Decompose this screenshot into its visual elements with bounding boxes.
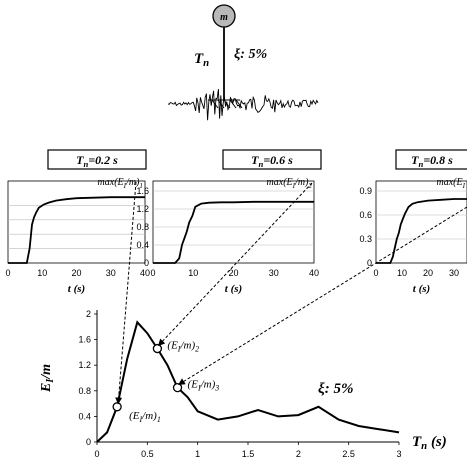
main-y-tick-label: 0 — [86, 437, 91, 447]
inset-title: Tn=0.6 s — [251, 153, 293, 169]
inset-title: Tn=0.8 s — [411, 153, 453, 169]
mass-label: m — [220, 12, 228, 23]
inset-x-axis-label: t (s) — [68, 283, 85, 295]
inset-x-axis-label: t (s) — [413, 283, 430, 295]
inset-x-tick-label: 20 — [423, 268, 433, 278]
main-y-tick-label: 1.6 — [78, 335, 91, 345]
main-y-tick-label: 2 — [86, 309, 91, 319]
inset-x-tick-label: 30 — [106, 268, 116, 278]
inset-plots: Tn=0.2 s max(EI/m)1 0 10 20 30 40 t (s) Tn=0.6 s… — [5, 149, 467, 295]
main-series-line — [96, 320, 400, 443]
inset-y-tick-label: 1.2 — [136, 204, 149, 214]
main-marker — [152, 343, 163, 354]
damping-label: ξ: 5% — [234, 47, 267, 62]
inset-y-tick-label: 0.4 — [136, 240, 149, 250]
main-y-tick-label: 0.8 — [78, 386, 91, 396]
inset-title-box — [222, 149, 322, 170]
inset-series-line — [8, 196, 145, 264]
inset-frame — [7, 180, 146, 264]
ground-motion-trace — [167, 88, 319, 121]
main-marker-label: (EI/m)1 — [129, 410, 161, 424]
inset-x-tick-label: 0 — [150, 268, 155, 278]
connector-line — [157, 182, 313, 347]
inset-y-tick-label: 0.8 — [136, 222, 149, 232]
inset-x-tick-label: 10 — [188, 268, 198, 278]
main-x-tick-label: 2 — [296, 449, 301, 459]
main-x-tick-label: 3 — [396, 449, 401, 459]
main-damping-annotation: ξ: 5% — [318, 381, 353, 397]
inset-x-tick-label: 40 — [140, 268, 150, 278]
main-marker — [172, 382, 183, 393]
main-x-tick-label: 0 — [94, 449, 99, 459]
connector-line — [177, 206, 467, 386]
inset-x-tick-label: 10 — [397, 268, 407, 278]
inset-max-label: max(EI/m)2 — [267, 177, 313, 190]
inset-x-tick-label: 30 — [269, 268, 279, 278]
inset-y-tick-label: 0.3 — [359, 234, 372, 244]
inset-x-tick-label: 40 — [309, 268, 319, 278]
main-y-tick-label: 1.2 — [78, 360, 91, 370]
inset-plot-1: Tn=0.2 s max(EI/m)1 0 10 20 30 40 t (s) — [5, 149, 150, 295]
inset-plot-3: Tn=0.8 s max(EI 0 10 20 30 0 0.3 0.6 0.9 t (s) — [359, 149, 467, 295]
inset-title-box — [47, 149, 147, 170]
main-x-tick-label: 1 — [195, 449, 200, 459]
inset-x-tick-label: 0 — [373, 268, 378, 278]
inset-x-tick-label: 20 — [228, 268, 238, 278]
inset-x-tick-label: 30 — [449, 268, 459, 278]
inset-x-axis-label: t (s) — [225, 283, 242, 295]
main-y-tick-label: 0.4 — [78, 411, 91, 421]
main-x-tick-label: 1.5 — [242, 449, 255, 459]
inset-y-tick-label: 0 — [367, 258, 372, 268]
inset-y-tick-label: 0.6 — [359, 210, 372, 220]
inset-title: Tn=0.2 s — [76, 153, 118, 169]
period-label: Tn — [194, 51, 209, 69]
sdof-diagram: m Tn ξ: 5% — [167, 4, 319, 121]
main-y-axis-label: EI/m — [39, 364, 56, 393]
inset-x-tick-label: 20 — [71, 268, 81, 278]
inset-max-label: max(EI/m)1 — [98, 177, 143, 190]
connector-line — [115, 181, 137, 405]
inset-y-tick-label: 0.9 — [359, 186, 372, 196]
inset-x-tick-label: 10 — [37, 268, 47, 278]
inset-title-box — [395, 149, 467, 170]
main-plot: 0 0.5 1 1.5 2 2.5 3 0 0.4 0.8 1.2 1.6 2 EI/m Tn (s) ξ: … — [39, 309, 447, 459]
main-x-tick-label: 0.5 — [141, 449, 154, 459]
main-marker — [112, 402, 122, 412]
inset-max-label: max(EI — [436, 177, 465, 190]
inset-y-tick-label: 1.6 — [136, 186, 149, 196]
main-marker-label: (EI/m)3 — [188, 379, 220, 393]
inset-series-line — [153, 200, 314, 264]
inset-y-tick-label: 0 — [144, 258, 149, 268]
main-x-tick-label: 2.5 — [342, 449, 355, 459]
inset-x-tick-label: 0 — [5, 268, 10, 278]
inset-series-line — [376, 198, 467, 264]
main-x-axis-label: Tn (s) — [412, 434, 447, 452]
main-marker-label: (EI/m)2 — [167, 340, 199, 354]
period-label-text: Tn — [194, 51, 209, 69]
connector-arrows — [115, 181, 467, 405]
inset-frame — [375, 180, 467, 264]
inset-frame — [152, 180, 315, 264]
